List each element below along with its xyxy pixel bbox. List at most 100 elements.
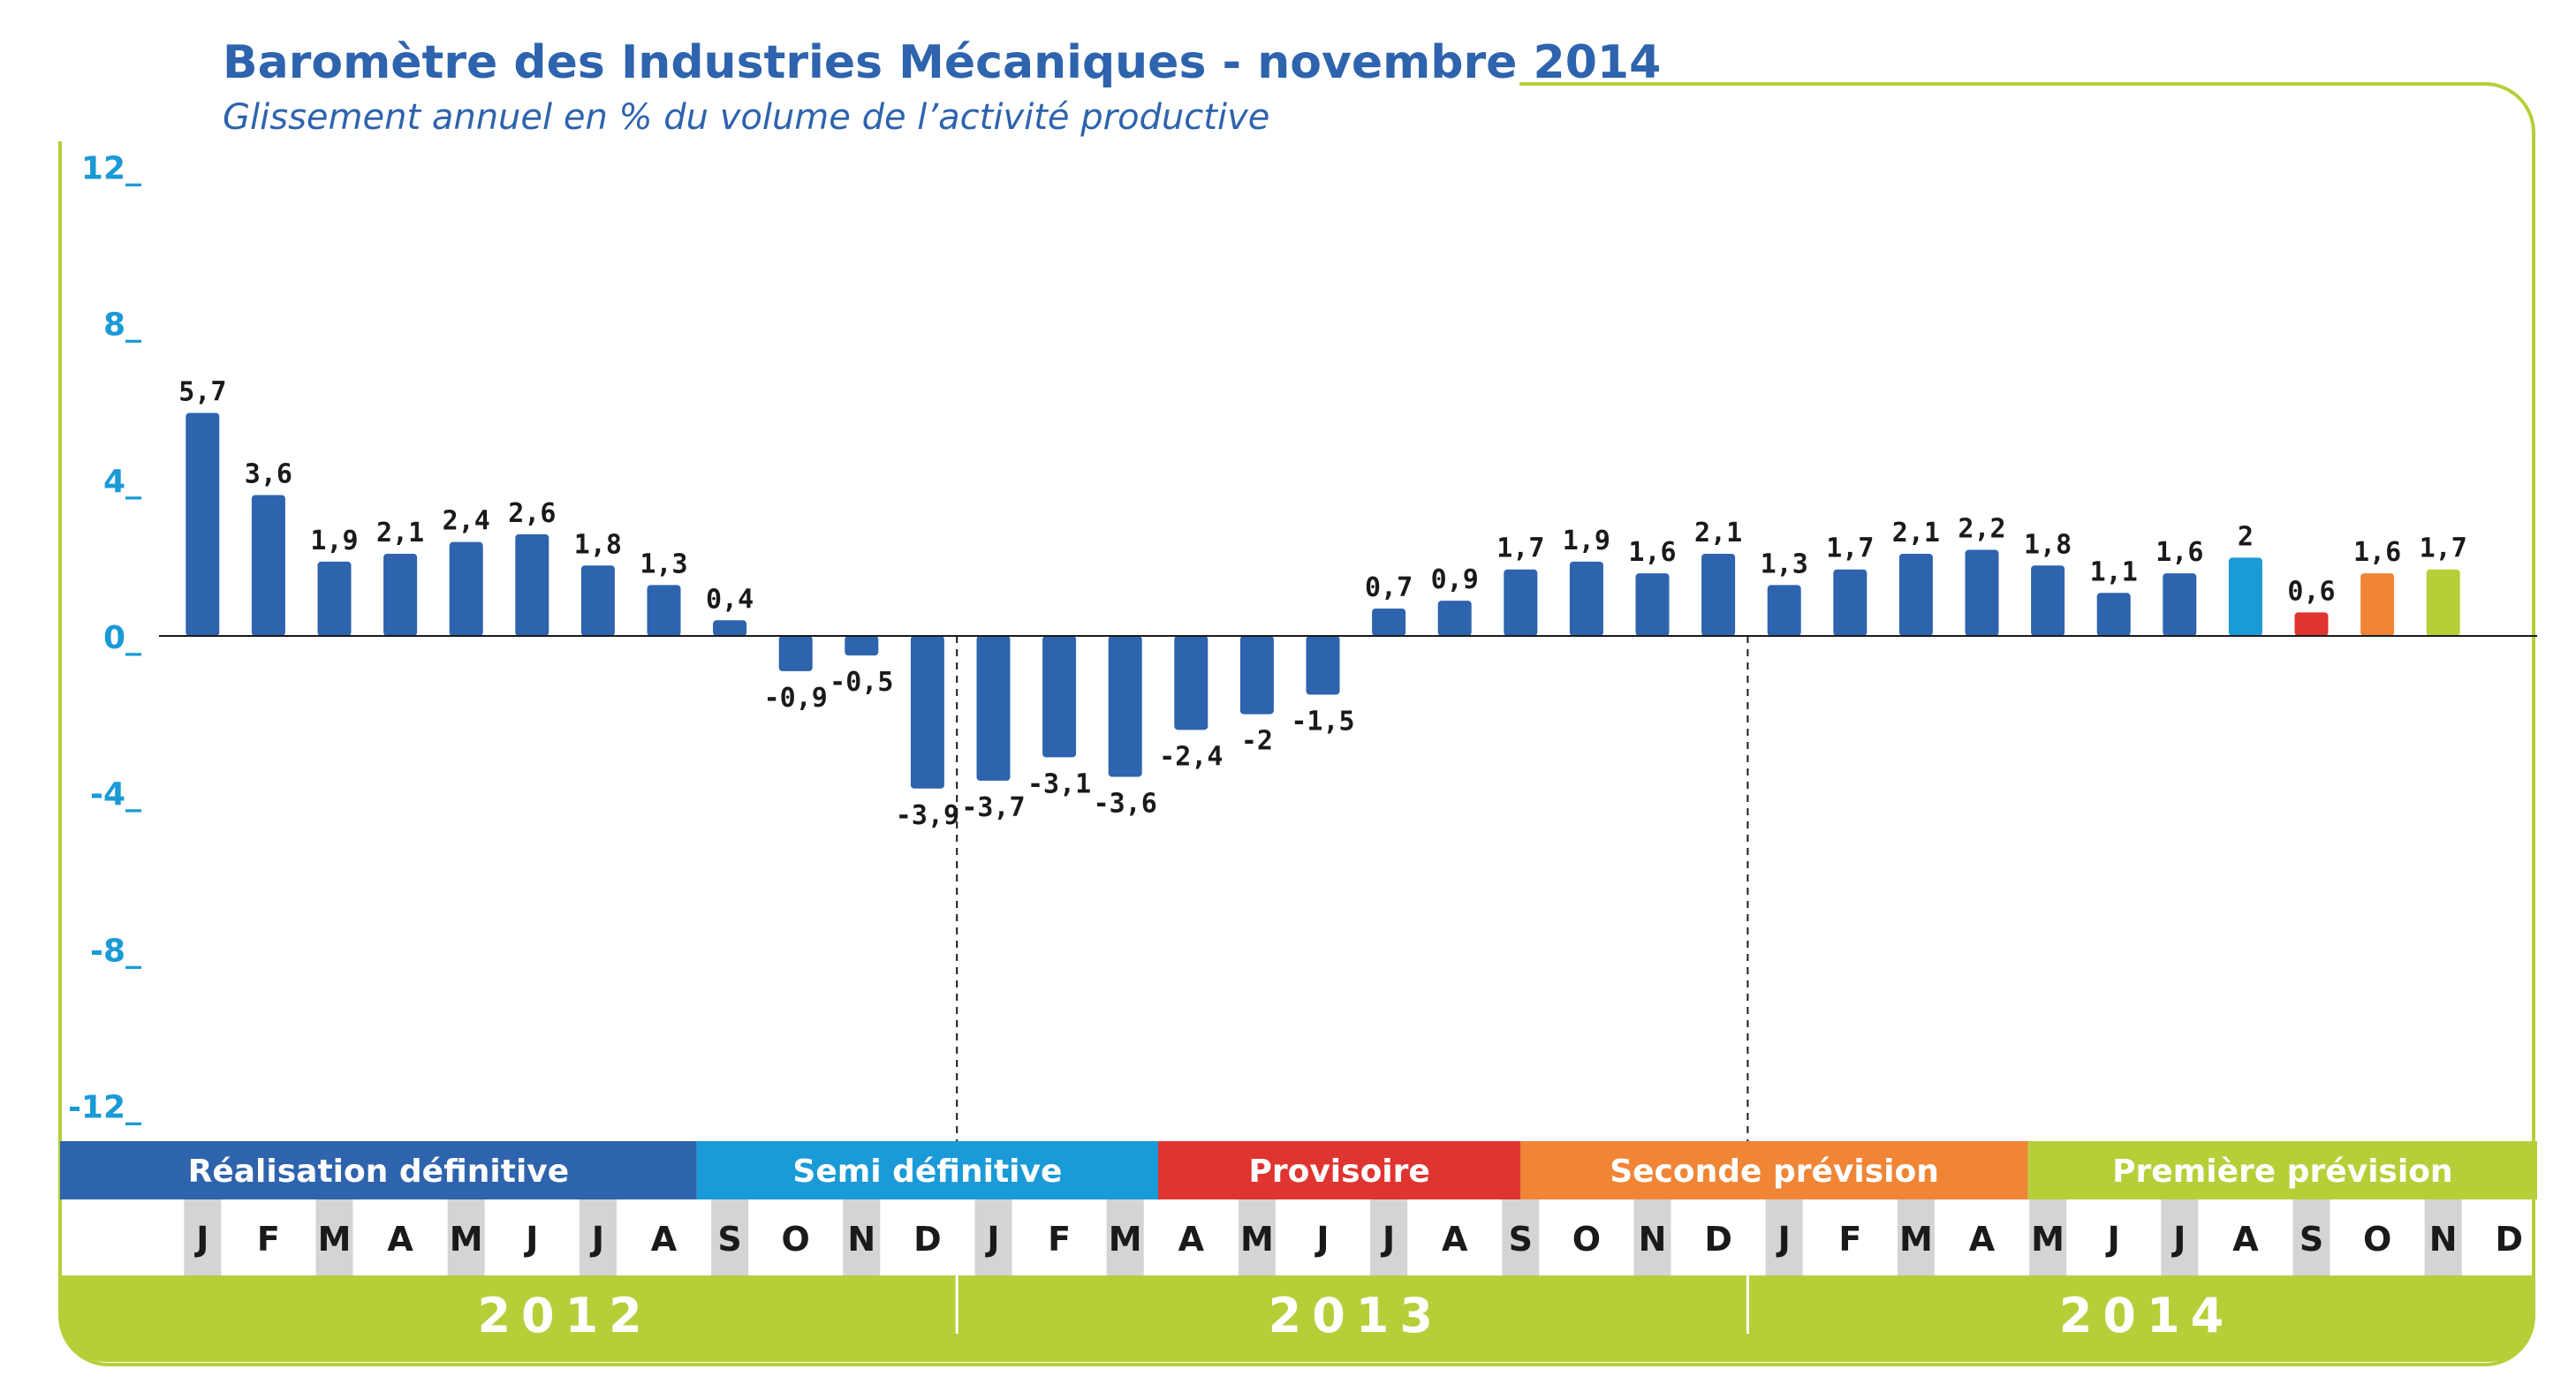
year-band-background	[60, 1275, 2534, 1362]
month-shade	[315, 1199, 353, 1275]
bar-value-label: -0,5	[830, 667, 893, 698]
month-shade	[974, 1199, 1012, 1275]
year-label: 2012	[477, 1288, 652, 1343]
bar-value-label: -2,4	[1159, 741, 1223, 772]
bar	[383, 553, 418, 636]
bar-value-label: 0,6	[2287, 576, 2335, 607]
bar-value-label: 1,1	[2090, 556, 2138, 587]
bar-value-label: 2,1	[376, 518, 424, 548]
month-shade	[2161, 1199, 2199, 1275]
y-tick-label: 0_	[103, 620, 141, 656]
bar	[515, 533, 549, 636]
month-label: S	[717, 1220, 741, 1259]
bars-layer	[186, 412, 2460, 789]
bar	[2294, 612, 2329, 636]
month-label: J	[589, 1220, 604, 1259]
bar-value-label: 1,6	[2156, 537, 2203, 568]
bar	[251, 495, 285, 636]
month-label: O	[1572, 1220, 1601, 1259]
month-label: S	[1509, 1220, 1533, 1259]
bar	[1767, 585, 1801, 636]
month-label: M	[1240, 1220, 1274, 1259]
bar-value-label: 1,9	[310, 526, 358, 556]
bar-value-label: -3,7	[961, 792, 1025, 823]
month-label: A	[1442, 1220, 1468, 1259]
month-shade	[579, 1199, 617, 1275]
bar-value-label: 1,8	[574, 529, 622, 560]
month-label: D	[913, 1220, 942, 1259]
bar	[580, 565, 615, 636]
bar	[1239, 636, 1274, 715]
y-tick-label: -8_	[90, 933, 141, 969]
month-label: N	[2429, 1220, 2458, 1259]
phase-label: Provisoire	[1248, 1154, 1429, 1190]
bar	[317, 561, 352, 636]
title-mask	[0, 0, 1519, 141]
month-label: S	[2299, 1220, 2323, 1259]
y-tick-label: -4_	[90, 776, 141, 813]
phase-label: Semi définitive	[792, 1154, 1062, 1190]
bar	[449, 541, 483, 636]
month-label: F	[257, 1220, 280, 1259]
y-tick-label: 8_	[103, 307, 141, 344]
bar	[647, 585, 681, 636]
phase-segment	[1520, 1141, 2028, 1199]
bar-value-label: 1,7	[1826, 533, 1874, 564]
month-shade	[1633, 1199, 1671, 1275]
month-shade	[1106, 1199, 1144, 1275]
month-label: M	[318, 1220, 352, 1259]
bar-value-label: 3,6	[245, 459, 292, 490]
bar	[1965, 549, 1999, 636]
month-shade	[184, 1199, 222, 1275]
bar-value-label: 2,2	[1958, 514, 2005, 545]
bar-value-label: 1,7	[2420, 533, 2467, 564]
month-label: O	[2363, 1220, 2391, 1259]
month-shade	[2292, 1199, 2330, 1275]
bar-value-label: 0,7	[1365, 572, 1413, 603]
phase-segment	[1158, 1141, 1521, 1199]
bar	[1898, 553, 1933, 636]
bar	[1833, 569, 1868, 636]
bar	[713, 620, 747, 636]
month-label: M	[2031, 1220, 2065, 1259]
month-label: D	[2496, 1220, 2524, 1259]
bar-labels-layer: 5,73,61,9 2,1 2,4 2,61,81,30,4-0,9-0,5-3,9-…	[178, 376, 2467, 830]
month-label: J	[2105, 1220, 2120, 1259]
bar-value-label: 1,3	[640, 548, 687, 579]
bar	[1569, 561, 1603, 636]
y-tick-label: 4_	[103, 464, 141, 500]
bar-value-label: -2	[1241, 726, 1273, 757]
bar	[1437, 601, 1472, 636]
bar	[2360, 573, 2395, 636]
month-shade	[1370, 1199, 1408, 1275]
month-label: M	[1899, 1220, 1933, 1259]
month-label: J	[193, 1220, 208, 1259]
chart-subtitle: Glissement annuel en % du volume de l’ac…	[223, 97, 1269, 138]
bar-value-label: 0,4	[706, 584, 754, 615]
phase-segment	[2027, 1141, 2537, 1199]
bar	[1372, 608, 1406, 636]
bar	[778, 636, 813, 671]
month-label: J	[1776, 1220, 1791, 1259]
bar	[1042, 636, 1077, 758]
bar-value-label: 1,3	[1761, 548, 1808, 579]
bar	[186, 412, 220, 636]
month-label: A	[387, 1220, 413, 1259]
bar-value-label: -1,5	[1291, 706, 1354, 737]
phase-label: Première prévision	[2112, 1154, 2452, 1190]
chart-title: Baromètre des Industries Mécaniques - no…	[223, 36, 1661, 89]
phase-band: Réalisation définitive Semi définitive Pro…	[60, 1141, 2537, 1199]
bar	[2096, 593, 2131, 636]
month-shade	[1897, 1199, 1935, 1275]
bar	[910, 636, 944, 789]
bar	[1504, 569, 1538, 636]
month-label: N	[1639, 1220, 1667, 1259]
bar-value-label: 1,7	[1496, 533, 1544, 564]
month-label: A	[1969, 1220, 1996, 1259]
phase-label: Réalisation définitive	[188, 1154, 570, 1190]
bar-value-label: 5,7	[178, 376, 226, 407]
bar-value-label: 2,4	[443, 506, 490, 537]
month-label: J	[1314, 1220, 1329, 1259]
month-label: A	[2232, 1220, 2259, 1259]
